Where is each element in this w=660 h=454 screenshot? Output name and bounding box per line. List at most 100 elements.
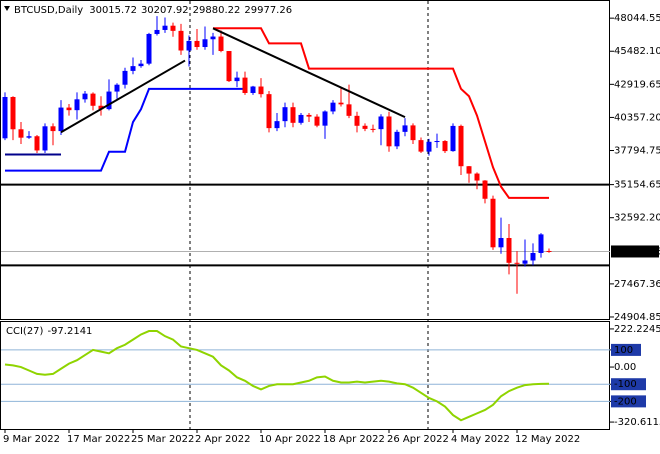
y-tick-label: 27467.36 — [614, 279, 660, 290]
candle-body — [354, 115, 360, 126]
y-tick-label: 40357.20 — [614, 112, 660, 123]
candle-body — [114, 84, 120, 92]
cci-header: CCI(27) -97.2141 — [6, 326, 92, 337]
candle-body — [50, 126, 56, 132]
x-tick-label: 25 Mar 2022 — [131, 434, 194, 445]
candle-body — [154, 29, 160, 34]
candle-body — [474, 173, 480, 181]
last-price-box — [611, 245, 659, 258]
y-tick-label: -200 — [614, 396, 637, 407]
candle-body — [538, 234, 544, 253]
last-price-label: 29977.26 — [614, 246, 660, 257]
candle-body — [442, 141, 448, 152]
candle-body — [2, 96, 8, 139]
y-tick-box — [611, 378, 646, 391]
y-tick-label: 37794.75 — [614, 146, 660, 157]
candle-body — [178, 30, 184, 51]
candle-body — [146, 33, 152, 64]
candle-body — [314, 116, 320, 126]
y-tick-label: -320.6115 — [614, 417, 660, 428]
x-tick-label: 10 Apr 2022 — [259, 434, 321, 445]
candle-body — [418, 140, 424, 152]
candle-body — [274, 121, 280, 129]
candle-body — [58, 107, 64, 132]
x-tick-label: 9 Mar 2022 — [3, 434, 60, 445]
y-tick-box — [611, 343, 641, 356]
overlay-line — [213, 27, 549, 199]
y-tick-label: 222.2245 — [614, 324, 660, 335]
candle-body — [122, 70, 128, 85]
cci-line — [4, 330, 550, 422]
candle-body — [522, 260, 528, 264]
candle-body — [370, 128, 376, 130]
chart-title: BTCUSD,Daily — [14, 5, 83, 16]
cci-panel-frame — [0, 321, 610, 430]
cci-title: CCI(27) — [6, 326, 44, 337]
candle-body — [90, 93, 96, 106]
main-panel-frame — [0, 0, 610, 320]
symbol-icon — [4, 6, 10, 11]
x-tick-label: 26 Apr 2022 — [387, 434, 449, 445]
candle-body — [194, 40, 200, 48]
x-tick-label: 18 Apr 2022 — [323, 434, 385, 445]
header-high: 30207.92 — [141, 5, 189, 16]
candle-body — [434, 141, 440, 143]
candle-body — [482, 180, 488, 199]
candle-body — [10, 96, 16, 130]
trend-line — [60, 59, 186, 134]
header-low: 29880.22 — [193, 5, 241, 16]
candle-body — [466, 166, 472, 174]
candle-body — [282, 107, 288, 122]
candle-body — [450, 125, 456, 152]
candle-body — [378, 116, 384, 130]
x-tick-label: 2 Apr 2022 — [195, 434, 250, 445]
candle-body — [202, 39, 208, 48]
y-tick-label: 45482.10 — [614, 46, 660, 57]
candle-body — [426, 141, 432, 152]
candle-body — [402, 125, 408, 132]
trend-line — [212, 27, 406, 119]
candle-body — [458, 125, 464, 167]
candle-body — [386, 116, 392, 147]
header-close: 29977.26 — [244, 5, 292, 16]
candle-body — [346, 104, 352, 116]
candle-body — [410, 125, 416, 141]
candle-body — [66, 107, 72, 111]
candle-body — [210, 36, 216, 40]
candle-body — [74, 99, 80, 111]
candle-body — [506, 238, 512, 263]
candle-body — [330, 102, 336, 112]
x-tick-label: 17 Mar 2022 — [67, 434, 130, 445]
y-tick-label: 24904.85 — [614, 312, 660, 323]
candle-body — [234, 77, 240, 82]
candle-body — [130, 66, 136, 71]
candle-body — [362, 125, 368, 129]
y-tick-box — [611, 395, 646, 408]
y-tick-label: 42919.65 — [614, 79, 660, 90]
candle-body — [514, 262, 520, 264]
candle-body — [162, 25, 168, 30]
candle-body — [18, 129, 24, 138]
candle-body — [42, 126, 48, 151]
candle-body — [218, 36, 224, 52]
candle-body — [26, 136, 32, 138]
y-tick-label: 32592.20 — [614, 213, 660, 224]
candle-body — [98, 105, 104, 110]
candle-body — [170, 25, 176, 31]
candle-body — [498, 238, 504, 248]
cci-last-value: -97.2141 — [47, 326, 92, 337]
y-tick-label: -100 — [614, 379, 637, 390]
y-tick-label: 0.00 — [614, 362, 636, 373]
x-tick-label: 12 May 2022 — [515, 434, 580, 445]
candle-body — [394, 131, 400, 147]
candle-body — [290, 107, 296, 123]
candle-body — [226, 51, 232, 82]
overlay-line — [5, 87, 245, 172]
y-tick-label: 100 — [614, 345, 633, 356]
candle-body — [490, 198, 496, 248]
y-tick-label: 48044.55 — [614, 13, 660, 24]
candle-body — [298, 114, 304, 123]
candle-body — [82, 93, 88, 100]
x-tick-label: 4 May 2022 — [451, 434, 510, 445]
